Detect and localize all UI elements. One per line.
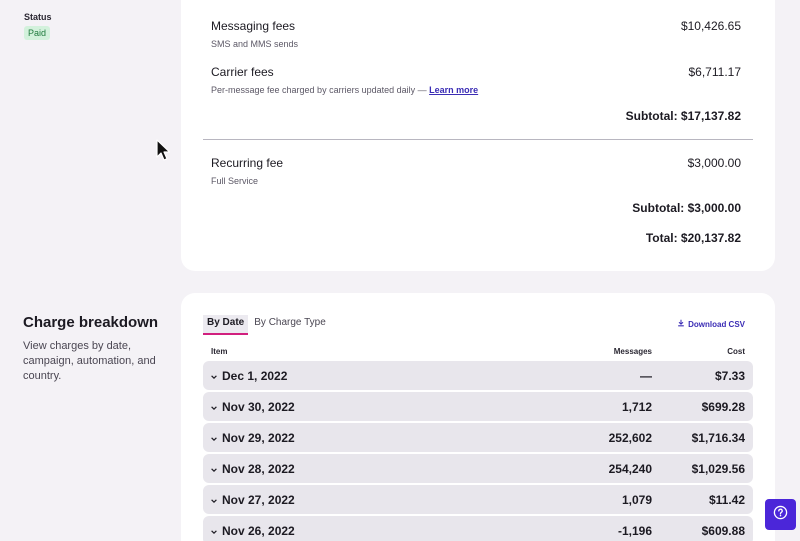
charge-breakdown-title: Charge breakdown (23, 314, 159, 331)
chevron-down-icon (210, 494, 218, 508)
row-cost: $7.33 (714, 369, 745, 383)
subtotal-usage: Subtotal: $17,137.82 (625, 109, 741, 123)
fee-amount: $10,426.65 (680, 19, 741, 33)
status-section: Status Paid (24, 12, 52, 41)
status-label: Status (24, 12, 52, 22)
subtotal-recurring: Subtotal: $3,000.00 (632, 201, 741, 215)
chevron-down-icon (210, 370, 218, 384)
fee-title: Messaging fees (211, 19, 296, 33)
row-messages: 1,079 (621, 493, 652, 507)
row-date: Nov 29, 2022 (222, 431, 295, 445)
chevron-down-icon (210, 432, 218, 446)
fees-summary-card: Messaging fees SMS and MMS sends $10,426… (181, 0, 775, 271)
table-row[interactable]: Nov 28, 2022 254,240 $1,029.56 (203, 454, 753, 483)
fee-title: Recurring fee (211, 156, 284, 170)
table-row[interactable]: Nov 29, 2022 252,602 $1,716.34 (203, 423, 753, 452)
download-csv-button[interactable]: Download CSV (677, 319, 745, 329)
chevron-down-icon (210, 401, 218, 415)
table-row[interactable]: Nov 27, 2022 1,079 $11.42 (203, 485, 753, 514)
fee-description: Full Service (211, 176, 259, 186)
help-icon (773, 505, 788, 525)
breakdown-tabs: By Date By Charge Type (203, 315, 330, 335)
fee-amount: $3,000.00 (687, 156, 741, 170)
charge-breakdown-card: By Date By Charge Type Download CSV Item… (181, 293, 775, 541)
table-row[interactable]: Nov 26, 2022 -1,196 $609.88 (203, 516, 753, 541)
learn-more-link[interactable]: Learn more (429, 85, 479, 95)
column-header-item: Item (211, 347, 228, 356)
row-date: Nov 30, 2022 (222, 400, 295, 414)
messaging-fees-row: Messaging fees SMS and MMS sends $10,426… (211, 19, 741, 49)
row-cost: $11.42 (708, 493, 745, 507)
mouse-cursor (156, 139, 171, 166)
download-icon (677, 319, 685, 329)
help-button[interactable] (765, 499, 796, 530)
row-messages: 252,602 (608, 431, 652, 445)
carrier-fees-row: Carrier fees Per-message fee charged by … (211, 65, 741, 95)
row-date: Dec 1, 2022 (222, 369, 288, 383)
row-messages: — (640, 369, 652, 383)
download-csv-label: Download CSV (688, 319, 745, 329)
fee-description: Per-message fee charged by carriers upda… (211, 85, 741, 95)
total-amount: Total: $20,137.82 (645, 231, 741, 245)
chevron-down-icon (210, 463, 218, 477)
divider (203, 139, 753, 140)
tab-by-charge-type[interactable]: By Charge Type (254, 317, 326, 328)
recurring-fee-row: Recurring fee Full Service $3,000.00 (211, 156, 741, 186)
chevron-down-icon (210, 525, 218, 539)
row-messages: 254,240 (608, 462, 652, 476)
row-cost: $609.88 (701, 524, 745, 538)
row-date: Nov 28, 2022 (222, 462, 295, 476)
row-cost: $699.28 (701, 400, 745, 414)
column-header-messages: Messages (613, 347, 652, 356)
table-row[interactable]: Dec 1, 2022 — $7.33 (203, 361, 753, 390)
fee-amount: $6,711.17 (688, 65, 742, 79)
row-messages: -1,196 (617, 524, 652, 538)
status-badge: Paid (24, 26, 51, 40)
row-date: Nov 27, 2022 (222, 493, 295, 507)
fee-description-text: Per-message fee charged by carriers upda… (211, 85, 430, 95)
row-date: Nov 26, 2022 (222, 524, 295, 538)
row-messages: 1,712 (621, 400, 652, 414)
table-row[interactable]: Nov 30, 2022 1,712 $699.28 (203, 392, 753, 421)
tab-by-date[interactable]: By Date (203, 315, 249, 335)
charge-breakdown-description: View charges by date, campaign, automati… (23, 340, 156, 382)
row-cost: $1,716.34 (691, 431, 745, 445)
fee-title: Carrier fees (211, 65, 274, 79)
column-header-cost: Cost (727, 347, 745, 356)
fee-description: SMS and MMS sends (211, 39, 299, 49)
row-cost: $1,029.56 (691, 462, 745, 476)
